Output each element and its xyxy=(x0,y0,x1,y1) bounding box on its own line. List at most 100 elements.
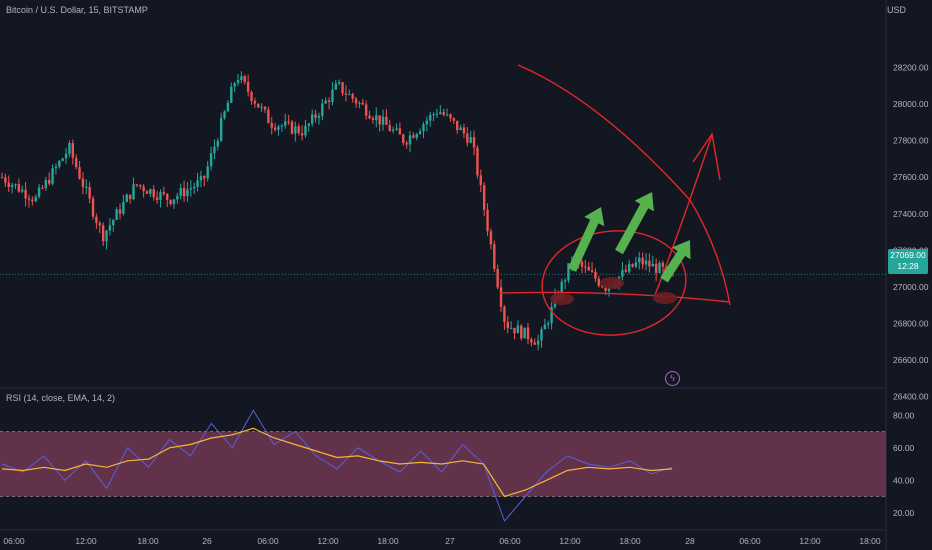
candle-body xyxy=(196,180,199,187)
candle-body xyxy=(236,79,240,84)
last-price-tag: 27069.00 12:28 xyxy=(888,249,928,274)
candle-body xyxy=(354,98,358,104)
candle-body xyxy=(661,262,665,267)
candle-body xyxy=(398,128,402,135)
candle-body xyxy=(135,184,139,186)
candle-body xyxy=(641,257,644,265)
candle-body xyxy=(445,114,449,116)
candle-body xyxy=(179,187,182,196)
candle-body xyxy=(192,186,196,189)
price-tick-label: 26600.00 xyxy=(893,355,929,365)
candle-body xyxy=(250,91,253,101)
candle-body xyxy=(199,175,203,181)
candle-body xyxy=(341,82,344,94)
candle-body xyxy=(466,133,469,143)
breakout-arrow-head xyxy=(692,132,721,181)
time-tick-label: 12:00 xyxy=(799,536,821,546)
candle-body xyxy=(560,281,563,298)
time-tick-label: 06:00 xyxy=(3,536,25,546)
time-tick-label: 12:00 xyxy=(317,536,339,546)
candle-body xyxy=(351,94,354,99)
candle-body xyxy=(34,196,37,202)
candle-body xyxy=(375,115,378,121)
candle-body xyxy=(317,115,321,118)
lightning-icon[interactable]: ϟ xyxy=(665,371,680,386)
candle-body xyxy=(476,147,479,176)
candle-body xyxy=(112,219,115,226)
candle-body xyxy=(37,187,41,197)
rsi-tick-label: 20.00 xyxy=(893,508,915,518)
candle-body xyxy=(304,125,307,136)
candle-body xyxy=(408,135,412,145)
candle-body xyxy=(429,114,432,121)
candle-body xyxy=(567,263,570,281)
rsi-title[interactable]: RSI (14, close, EMA, 14, 2) xyxy=(6,393,116,403)
candle-body xyxy=(122,202,125,214)
candle-body xyxy=(391,129,395,131)
candle-body xyxy=(280,125,284,127)
candle-body xyxy=(604,287,607,291)
candle-body xyxy=(31,199,34,202)
candle-body xyxy=(51,168,54,184)
candle-body xyxy=(166,193,169,200)
chart-title[interactable]: Bitcoin / U.S. Dollar, 15, BITSTAMP xyxy=(6,5,148,15)
time-tick-label: 18:00 xyxy=(619,536,641,546)
time-tick-label: 27 xyxy=(445,536,455,546)
candle-body xyxy=(422,124,425,132)
price-tick-label: 27600.00 xyxy=(893,172,929,182)
candle-body xyxy=(243,76,246,82)
candle-body xyxy=(439,112,442,114)
bottom-marker xyxy=(653,292,677,304)
candle-body xyxy=(115,209,118,220)
candle-body xyxy=(149,189,152,194)
bar-countdown: 12:28 xyxy=(897,261,919,271)
time-tick-label: 06:00 xyxy=(257,536,279,546)
candle-body xyxy=(321,103,324,116)
candle-body xyxy=(449,114,452,119)
candle-body xyxy=(105,230,108,242)
candle-body xyxy=(371,118,375,121)
candle-body xyxy=(651,263,654,267)
candle-body xyxy=(543,324,547,330)
green-up-arrow xyxy=(615,192,654,255)
candle-body xyxy=(64,153,68,159)
candle-body xyxy=(287,121,290,123)
candle-body xyxy=(327,100,331,102)
candle-body xyxy=(273,127,277,130)
candle-body xyxy=(418,131,422,134)
time-tick-label: 12:00 xyxy=(75,536,97,546)
candle-body xyxy=(594,271,597,279)
candle-body xyxy=(486,209,489,232)
candle-body xyxy=(142,186,145,192)
candle-body xyxy=(41,187,44,189)
candle-body xyxy=(139,184,142,187)
candle-body xyxy=(27,198,31,200)
candle-body xyxy=(260,106,263,108)
candle-body xyxy=(267,109,270,124)
candle-body xyxy=(263,106,267,110)
upper-wedge-line xyxy=(517,64,731,306)
candle-body xyxy=(186,189,189,197)
candle-body xyxy=(425,120,429,125)
candle-body xyxy=(648,260,651,267)
candle-body xyxy=(128,194,132,200)
bottom-marker xyxy=(550,293,574,305)
candle-body xyxy=(358,102,361,104)
axes: 28200.00 28000.00 27800.00 27600.00 27400.00… xyxy=(3,63,928,546)
candle-body xyxy=(206,166,209,179)
candle-body xyxy=(432,114,435,116)
candle-body xyxy=(233,83,236,87)
candle-body xyxy=(223,111,226,119)
candle-body xyxy=(61,158,64,161)
candle-body xyxy=(297,126,300,133)
candle-body xyxy=(337,82,341,84)
candle-body xyxy=(624,269,627,272)
price-tick-label: 28000.00 xyxy=(893,99,929,109)
candle-body xyxy=(14,184,17,186)
candle-body xyxy=(395,128,398,130)
candle-body xyxy=(145,191,149,194)
candle-body xyxy=(536,340,540,345)
candle-body xyxy=(348,94,351,96)
